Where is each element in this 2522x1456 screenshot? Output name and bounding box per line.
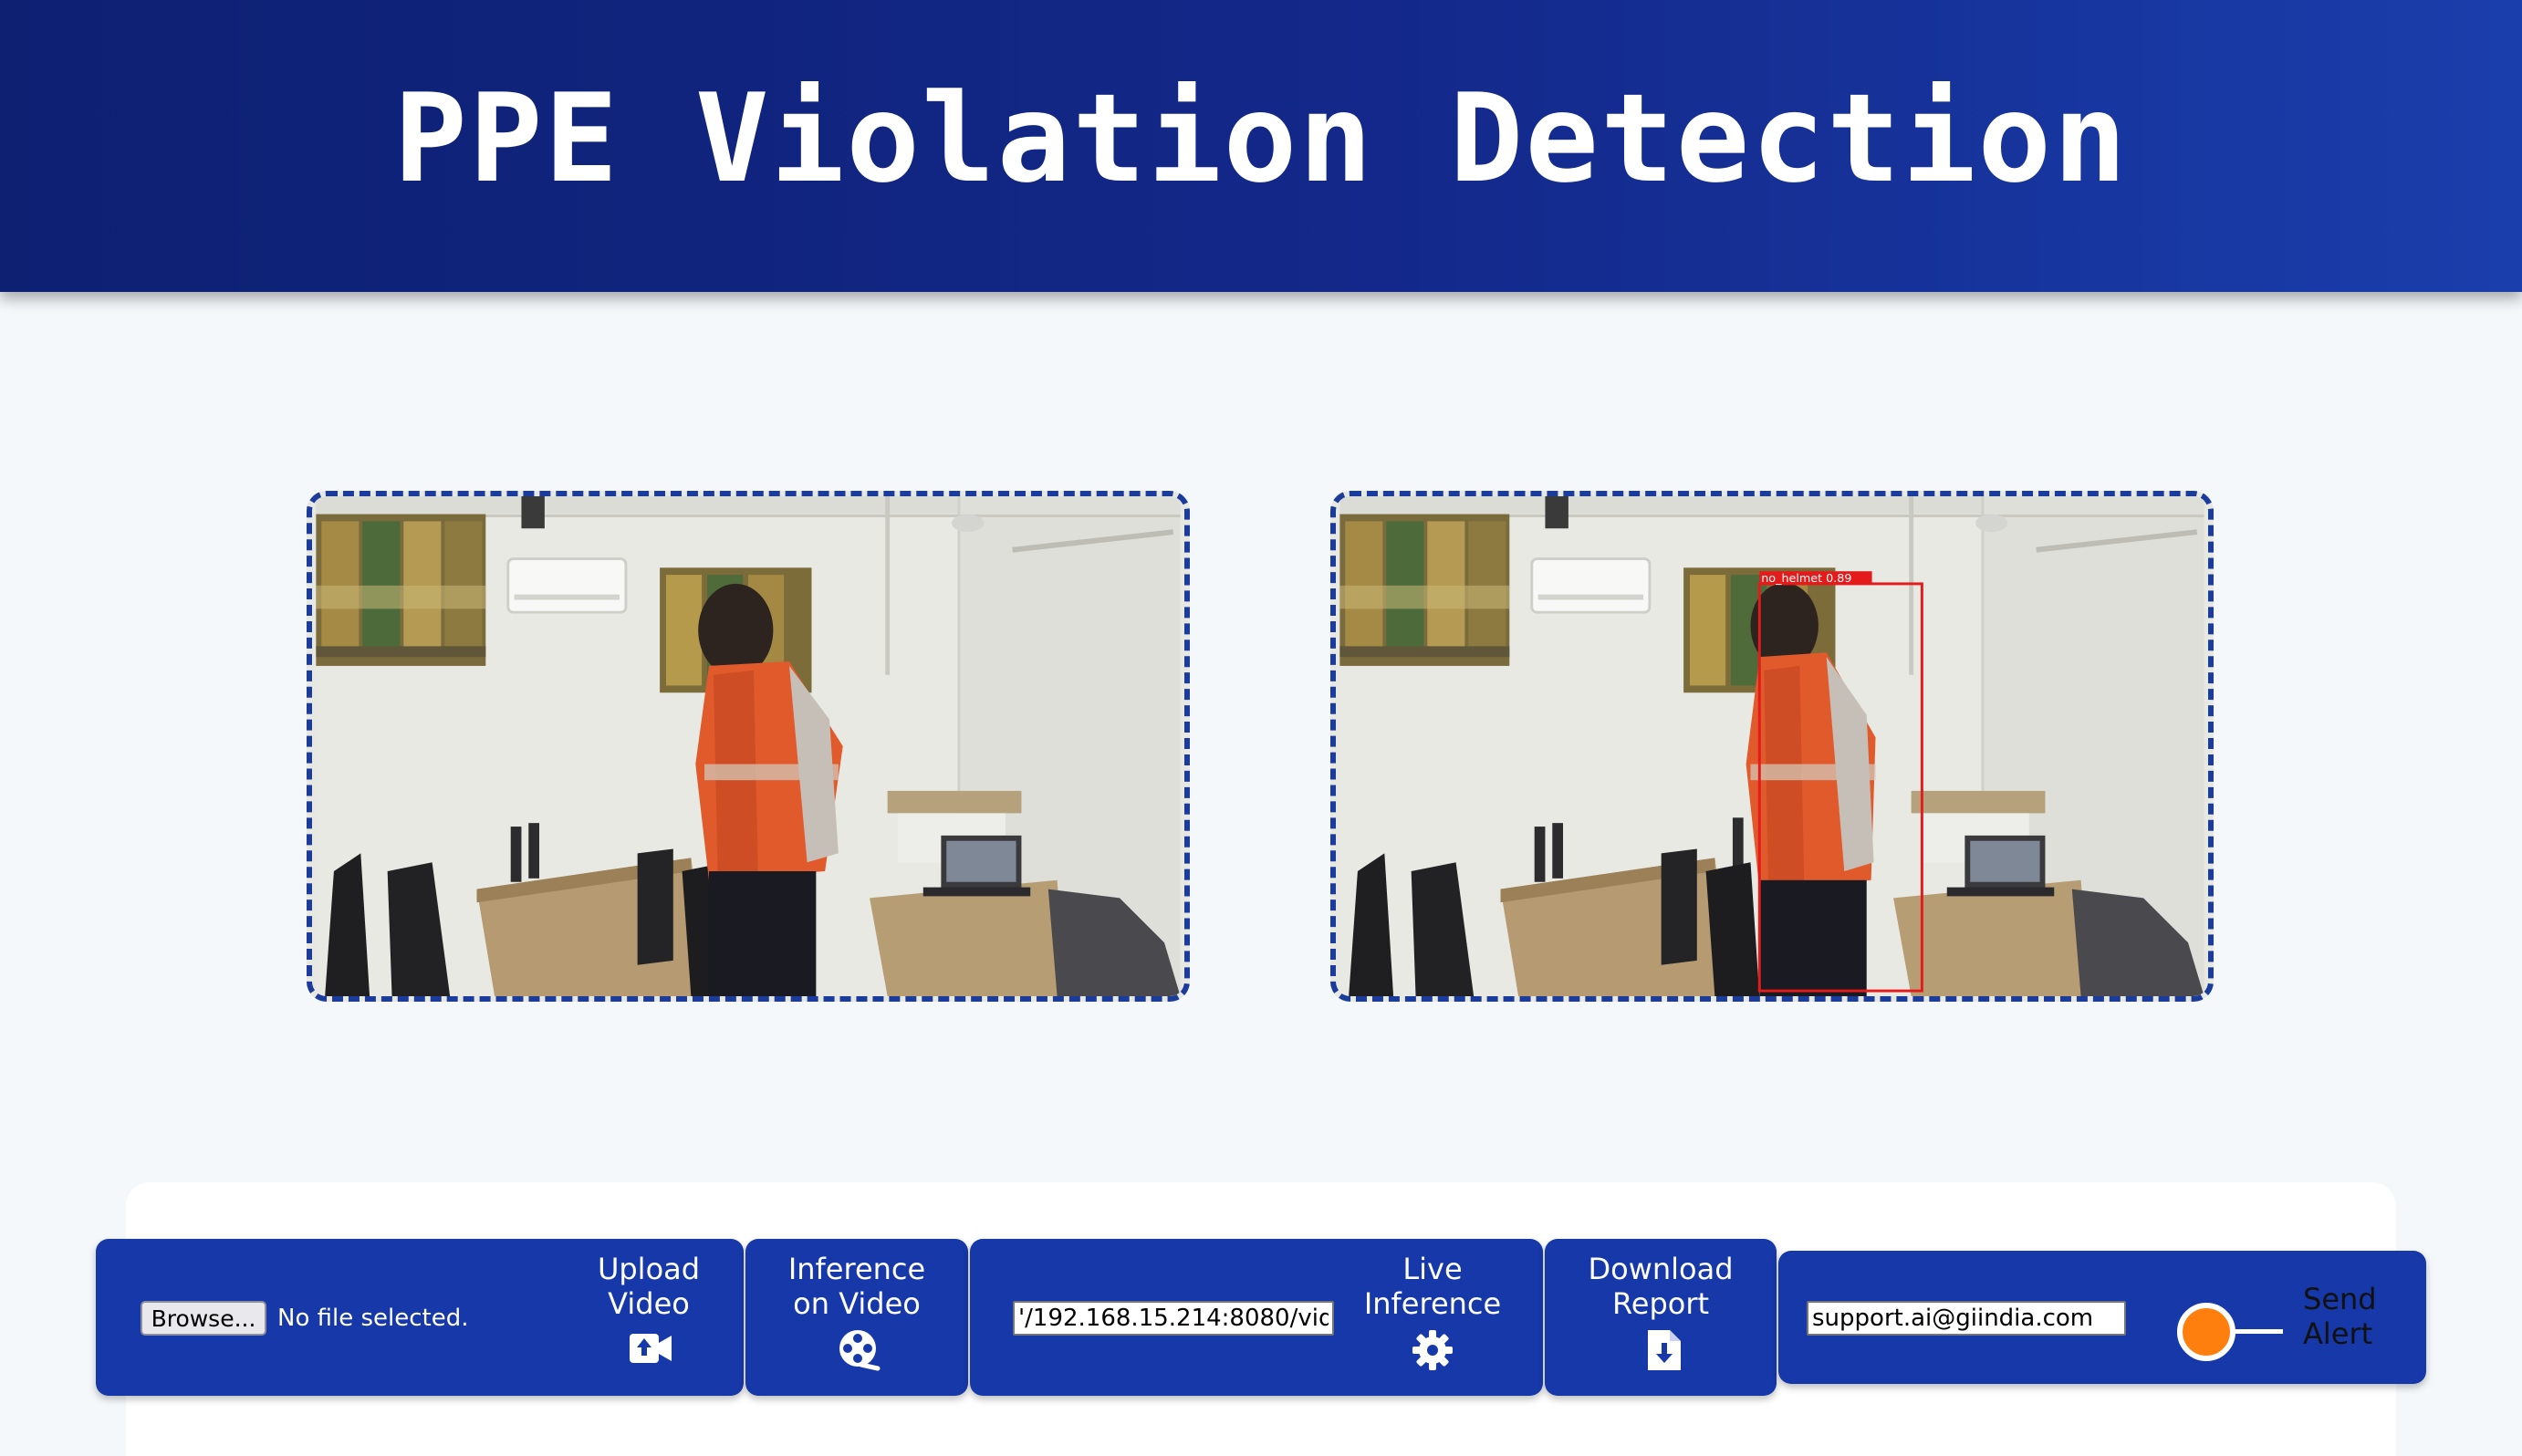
inference-video-button[interactable] bbox=[745, 1239, 968, 1396]
live-label-line1: Live bbox=[1402, 1252, 1463, 1286]
live-label-line2: Inference bbox=[1363, 1286, 1502, 1321]
original-frame-image bbox=[312, 496, 1184, 996]
alert-label-line2: Alert bbox=[2303, 1316, 2373, 1351]
email-input[interactable] bbox=[1807, 1301, 2126, 1336]
report-label-line2: Report bbox=[1611, 1286, 1710, 1321]
app-header: PPE Violation Detection bbox=[0, 0, 2522, 292]
gear-icon bbox=[1412, 1330, 1453, 1370]
file-status-text: No file selected. bbox=[277, 1305, 469, 1332]
inference-label-line2: on Video bbox=[793, 1286, 921, 1321]
detection-label: no_helmet 0.89 bbox=[1761, 571, 1851, 585]
browse-button[interactable]: Browse... bbox=[141, 1301, 266, 1336]
alert-toggle-track[interactable] bbox=[2226, 1329, 2283, 1334]
send-alert-label: Send Alert bbox=[2303, 1282, 2377, 1351]
original-video-frame bbox=[307, 491, 1190, 1002]
live-inference-button[interactable]: Live Inference bbox=[1350, 1252, 1515, 1379]
upload-video-button[interactable]: Upload Video bbox=[566, 1252, 732, 1379]
inference-frame-image: no_helmet 0.89 bbox=[1336, 496, 2208, 996]
film-reel-icon bbox=[839, 1330, 881, 1371]
upload-label-line1: Upload bbox=[597, 1252, 701, 1286]
page-title: PPE Violation Detection bbox=[393, 68, 2129, 210]
video-upload-icon bbox=[630, 1334, 672, 1363]
file-download-icon bbox=[1648, 1330, 1681, 1370]
alert-toggle-knob[interactable] bbox=[2177, 1303, 2235, 1361]
inference-label-line1: Inference bbox=[787, 1252, 926, 1286]
stream-url-input[interactable] bbox=[1013, 1301, 1334, 1336]
detection-label-bg bbox=[1759, 571, 1872, 585]
alert-label-line1: Send bbox=[2303, 1282, 2377, 1316]
upload-label-line2: Video bbox=[608, 1286, 690, 1321]
report-label-line1: Download bbox=[1588, 1252, 1734, 1286]
inference-video-frame: no_helmet 0.89 bbox=[1330, 491, 2214, 1002]
